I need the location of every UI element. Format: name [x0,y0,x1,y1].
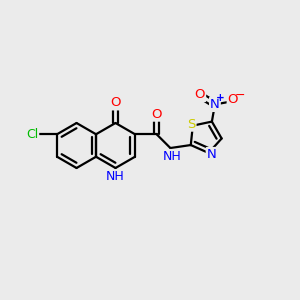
Text: N: N [207,148,217,161]
Text: O: O [228,94,238,106]
Text: +: + [216,93,225,103]
Text: −: − [235,89,245,102]
Text: O: O [195,88,205,101]
Text: NH: NH [106,170,125,184]
Text: Cl: Cl [26,128,38,141]
Text: NH: NH [163,150,181,163]
Text: O: O [110,96,121,110]
Text: O: O [151,108,162,121]
Text: S: S [187,118,196,130]
Text: N: N [210,98,220,111]
